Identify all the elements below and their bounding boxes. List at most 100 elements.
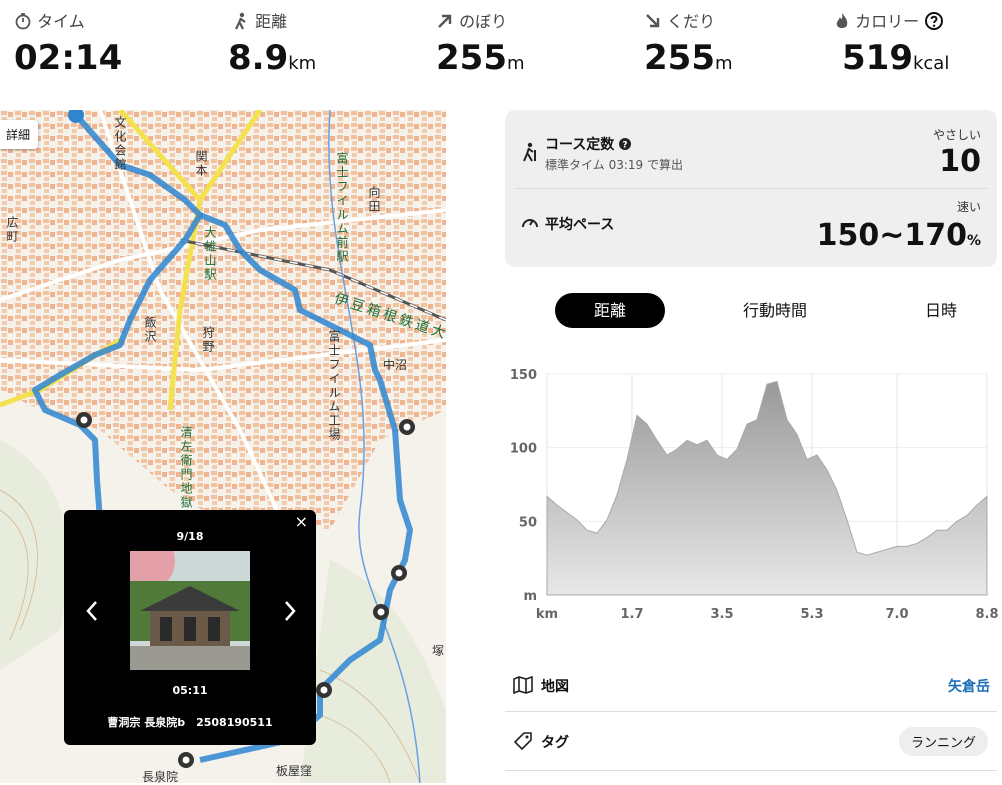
prev-button[interactable] <box>84 600 100 622</box>
divider <box>505 770 997 771</box>
map-label: 広町 <box>5 216 19 244</box>
help-icon[interactable] <box>924 11 944 31</box>
stat-value: 255m <box>644 38 733 78</box>
unit: % <box>966 233 981 249</box>
stat: のぼり 255m <box>436 8 525 78</box>
railway <box>179 239 446 321</box>
map-label: 関本 <box>194 150 208 178</box>
course-card: コース定数 ? 標準タイム 03:19 で算出 やさしい 10 平均ペース 速い… <box>505 110 997 267</box>
tab-active[interactable]: 距離 <box>555 293 665 328</box>
value: 255 <box>644 38 715 78</box>
tab[interactable]: 行動時間 <box>742 301 807 320</box>
value: 8.9 <box>228 38 289 78</box>
terrain <box>0 440 446 783</box>
stat: カロリー 519kcal <box>834 8 949 78</box>
close-button[interactable]: × <box>294 512 308 531</box>
pin[interactable] <box>316 682 332 698</box>
fire-icon <box>836 13 848 28</box>
value: 150~170 <box>816 218 967 253</box>
pace-label: 速い <box>956 200 981 214</box>
mountain-link[interactable]: 矢倉岳 <box>948 679 990 695</box>
pin[interactable] <box>373 604 389 620</box>
y-tick-label: m <box>523 589 537 604</box>
up-icon <box>438 14 452 28</box>
unit: m <box>714 53 733 74</box>
tab[interactable]: 日時 <box>924 301 957 320</box>
down-icon <box>646 14 660 28</box>
photo-time: 05:11 <box>172 684 208 697</box>
tag-label: タグ <box>541 735 569 751</box>
pin[interactable] <box>76 412 92 428</box>
stat-value: 255m <box>436 38 525 78</box>
difficulty-value: 10 <box>939 144 981 179</box>
map-label: 向田 <box>367 186 381 214</box>
map-label: 大雄山駅 <box>203 226 217 282</box>
difficulty-label: やさしい <box>932 128 981 142</box>
map-label: 長泉院 <box>142 770 179 784</box>
unit: kcal <box>912 53 950 74</box>
unit: km <box>288 53 317 74</box>
next-button[interactable] <box>282 600 298 622</box>
photo-counter: 9/18 <box>176 530 204 543</box>
pace-title: 平均ペース <box>545 217 615 233</box>
value: 255 <box>436 38 507 78</box>
stat: タイム 02:14 <box>14 8 122 78</box>
divider <box>505 711 997 712</box>
pin[interactable] <box>399 419 415 435</box>
main-road <box>118 110 263 411</box>
photo-pins[interactable] <box>76 412 415 768</box>
course-title: コース定数 ? <box>545 134 632 154</box>
stat: 距離 8.9km <box>228 8 316 78</box>
value: 519 <box>842 38 913 78</box>
tag-icon <box>513 732 532 751</box>
photo-popup: × 9/18 05:11 曹洞宗 長泉院b 2508190511 <box>64 510 316 745</box>
elevation-chart: m 50 100 150 km 1.7 3.5 5.3 7.0 8.8 <box>510 368 999 622</box>
map-label: 塚 <box>432 644 445 658</box>
stat-label: タイム <box>37 12 85 31</box>
pin[interactable] <box>391 565 407 581</box>
stat-value: 8.9km <box>228 38 316 78</box>
x-tick-label: 1.7 <box>620 607 643 622</box>
map-label: 清左衛門地獄 <box>179 426 193 510</box>
pace-value: 150~170% <box>817 218 981 253</box>
help-icon[interactable]: ? <box>619 138 632 151</box>
stat-value: 02:14 <box>14 38 123 78</box>
timer-icon <box>15 13 31 30</box>
map-label: 文化会館 <box>113 116 127 172</box>
x-tick-label: 8.8 <box>975 607 998 622</box>
map-label: 富士フイルム前駅 <box>335 152 349 264</box>
hiker-icon <box>523 142 536 162</box>
photo[interactable] <box>130 551 250 670</box>
urban-area <box>0 110 446 540</box>
map-label: 富士フイルム工場 <box>327 330 341 442</box>
river <box>328 110 421 783</box>
x-tick-label: 7.0 <box>885 607 908 622</box>
stat: くだり 255m <box>644 8 733 78</box>
photo-caption: 曹洞宗 長泉院b 2508190511 <box>107 716 273 729</box>
y-tick-label: 150 <box>510 368 537 383</box>
stat-label: くだり <box>667 12 716 31</box>
svg-text:?: ? <box>623 141 628 151</box>
stat-label: 距離 <box>255 12 288 31</box>
stat-label: のぼり <box>459 12 508 31</box>
x-tick-label: 5.3 <box>800 607 823 622</box>
text: コース定数 <box>545 137 615 153</box>
elevation-area <box>546 380 988 596</box>
pin[interactable] <box>178 752 194 768</box>
x-tick-label: km <box>536 607 558 622</box>
map-label: 中沼 <box>383 358 408 372</box>
x-tick-label: 3.5 <box>710 607 733 622</box>
gauge-icon <box>522 219 538 228</box>
walk-icon <box>235 12 246 30</box>
unit: m <box>506 53 525 74</box>
map-label: 飯沢 <box>143 316 157 344</box>
stat-value: 519kcal <box>842 38 949 78</box>
map-label: 狩野 <box>201 326 215 354</box>
y-tick-label: 100 <box>510 442 537 457</box>
detail-button[interactable]: 詳細 <box>0 120 39 149</box>
map-icon <box>513 676 533 694</box>
map-label: 地図 <box>541 679 569 695</box>
tag-pill[interactable]: ランニング <box>898 727 988 756</box>
start-marker <box>68 110 84 123</box>
